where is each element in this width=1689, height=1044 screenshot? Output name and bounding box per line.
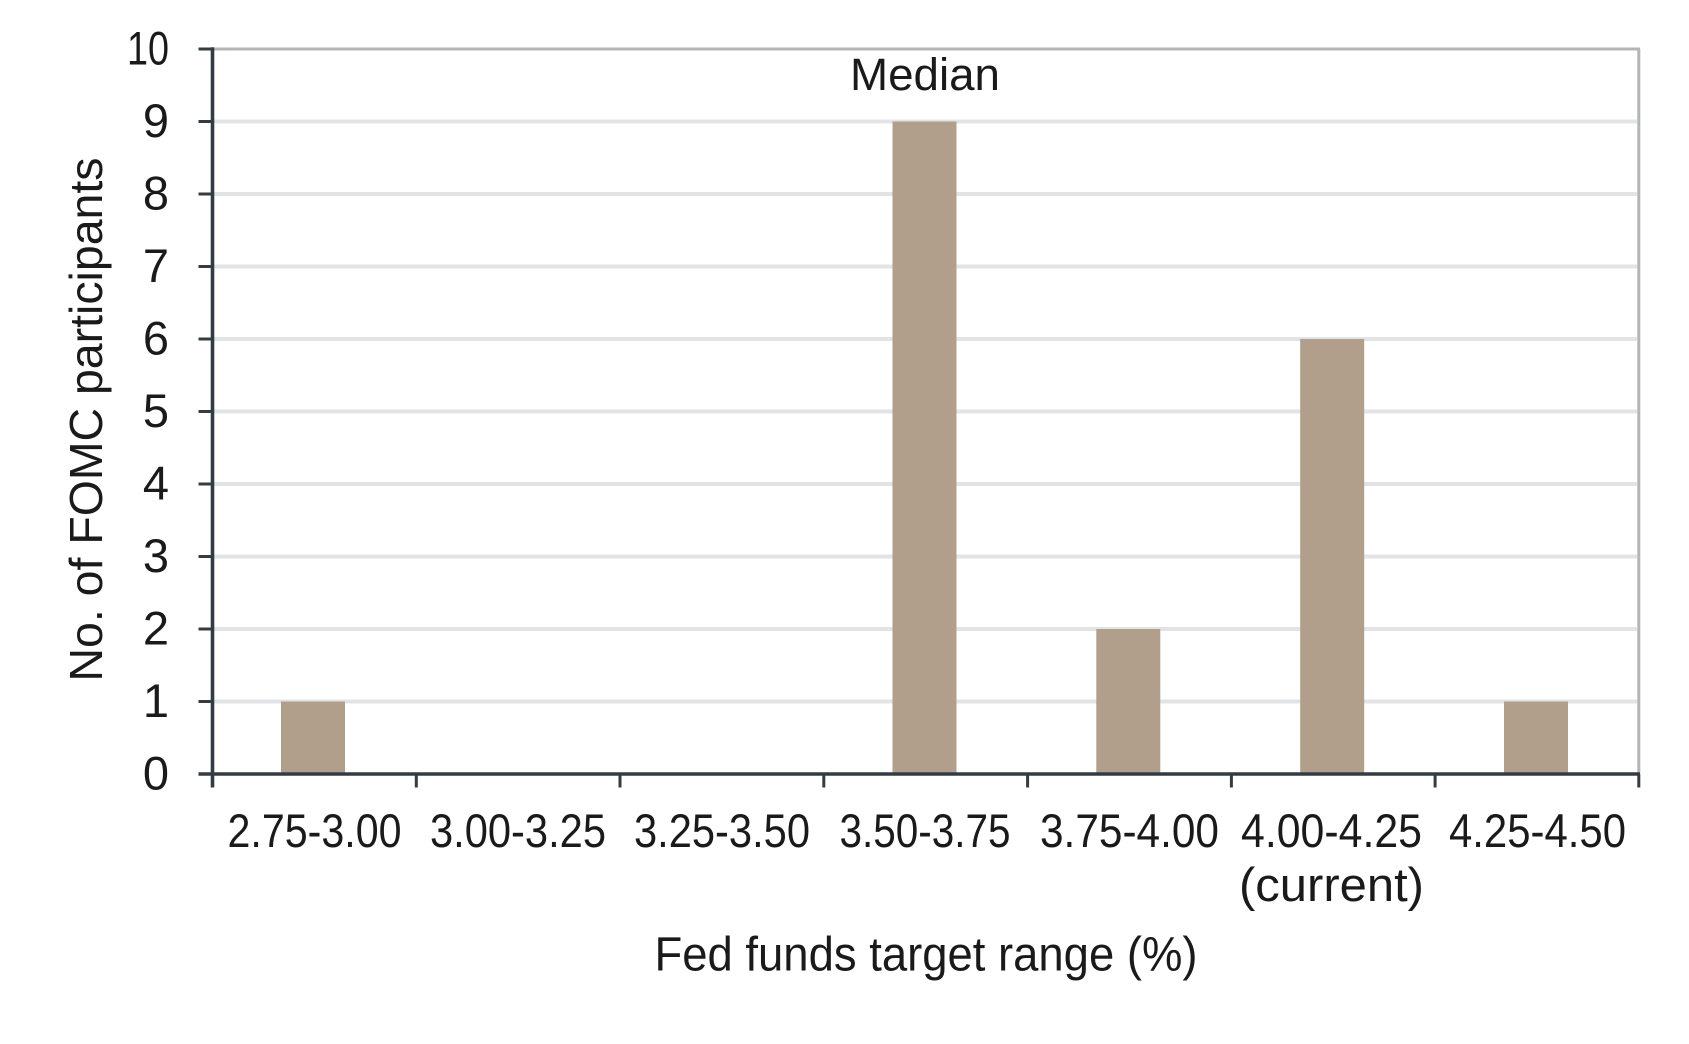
svg-text:2: 2 <box>143 602 169 655</box>
svg-text:No. of FOMC participants: No. of FOMC participants <box>60 158 112 682</box>
svg-text:3: 3 <box>143 529 169 582</box>
svg-text:3.50-3.75: 3.50-3.75 <box>840 804 1011 857</box>
svg-text:3.75-4.00: 3.75-4.00 <box>1040 804 1219 857</box>
svg-text:10: 10 <box>127 22 169 75</box>
svg-text:0: 0 <box>143 747 169 800</box>
svg-text:5: 5 <box>143 384 169 437</box>
svg-text:3.25-3.50: 3.25-3.50 <box>634 804 810 857</box>
svg-text:6: 6 <box>143 312 169 365</box>
svg-text:2.75-3.00: 2.75-3.00 <box>228 804 402 857</box>
svg-text:4.25-4.50: 4.25-4.50 <box>1449 804 1626 857</box>
svg-text:7: 7 <box>143 239 169 292</box>
svg-text:1: 1 <box>143 674 169 727</box>
svg-text:4: 4 <box>143 457 169 510</box>
svg-text:Fed funds target range (%): Fed funds target range (%) <box>655 929 1198 982</box>
svg-text:Median: Median <box>850 49 1000 100</box>
svg-text:9: 9 <box>143 94 169 147</box>
svg-text:(current): (current) <box>1239 858 1424 911</box>
svg-text:8: 8 <box>143 167 169 220</box>
svg-text:3.00-3.25: 3.00-3.25 <box>430 804 606 857</box>
svg-text:4.00-4.25: 4.00-4.25 <box>1241 804 1422 857</box>
